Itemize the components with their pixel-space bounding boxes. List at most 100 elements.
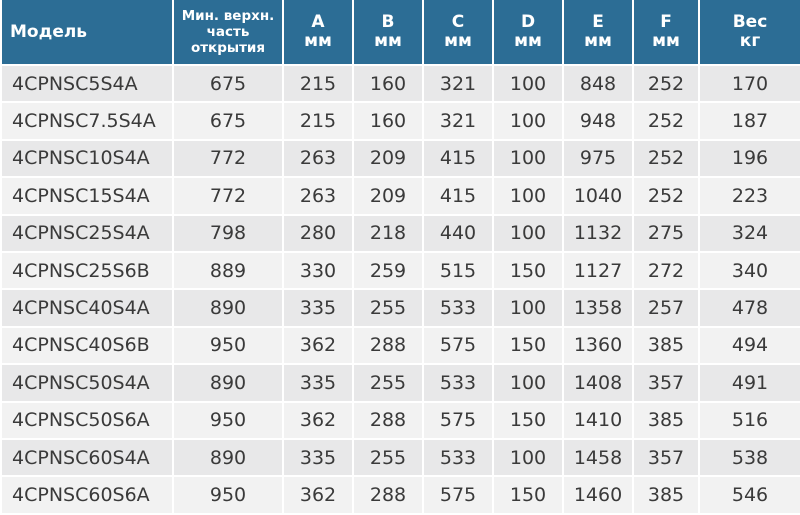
value-cell: 575 — [422, 325, 494, 366]
header-text: Модель — [10, 21, 88, 42]
value-cell: 515 — [422, 250, 494, 291]
value-cell: 415 — [422, 138, 494, 179]
value-cell: 275 — [632, 213, 700, 253]
value-cell: 440 — [422, 213, 494, 253]
value-cell: 890 — [172, 363, 284, 403]
value-cell: 288 — [352, 325, 424, 366]
value-cell: 288 — [352, 400, 424, 440]
value-cell: 160 — [352, 63, 424, 104]
value-cell: 1458 — [562, 437, 634, 478]
header-text: Мин. верхн. — [181, 8, 275, 24]
value-cell: 385 — [632, 475, 700, 515]
value-cell: 1460 — [562, 475, 634, 515]
value-cell: 288 — [352, 475, 424, 515]
value-cell: 362 — [282, 475, 354, 515]
value-cell: 340 — [698, 250, 800, 291]
header-cell: Вес кг — [698, 0, 800, 66]
value-cell: 1410 — [562, 400, 634, 440]
value-cell: 575 — [422, 400, 494, 440]
model-cell: 4CPNSC10S4A — [0, 138, 174, 179]
header-text: мм — [374, 31, 402, 51]
table-row: 4CPNSC50S6A 950 362 288 575 150 1410 385 516 — [0, 400, 800, 440]
value-cell: 100 — [492, 363, 564, 403]
model-cell: 4CPNSC5S4A — [0, 63, 174, 104]
table-row: 4CPNSC60S6A 950 362 288 575 150 1460 385 546 — [0, 475, 800, 515]
value-cell: 255 — [352, 288, 424, 328]
header-text: F — [660, 12, 672, 32]
value-cell: 889 — [172, 250, 284, 291]
header-text: открытия — [190, 40, 266, 56]
value-cell: 150 — [492, 475, 564, 515]
value-cell: 362 — [282, 325, 354, 366]
value-cell: 533 — [422, 437, 494, 478]
value-cell: 280 — [282, 213, 354, 253]
model-cell: 4CPNSC60S4A — [0, 437, 174, 478]
model-cell: 4CPNSC15S4A — [0, 176, 174, 216]
value-cell: 170 — [698, 63, 800, 104]
value-cell: 546 — [698, 475, 800, 515]
value-cell: 100 — [492, 288, 564, 328]
value-cell: 1358 — [562, 288, 634, 328]
value-cell: 255 — [352, 363, 424, 403]
table-row: 4CPNSC60S4A 890 335 255 533 100 1458 357 538 — [0, 437, 800, 478]
value-cell: 950 — [172, 475, 284, 515]
value-cell: 330 — [282, 250, 354, 291]
table-row: 4CPNSC25S6B 889 330 259 515 150 1127 272 340 — [0, 250, 800, 291]
value-cell: 215 — [282, 101, 354, 141]
value-cell: 100 — [492, 176, 564, 216]
value-cell: 259 — [352, 250, 424, 291]
table-row: 4CPNSC25S4A 798 280 218 440 100 1132 275 324 — [0, 213, 800, 253]
value-cell: 516 — [698, 400, 800, 440]
value-cell: 257 — [632, 288, 700, 328]
value-cell: 357 — [632, 437, 700, 478]
table-row: 4CPNSC7.5S4A 675 215 160 321 100 948 252 187 — [0, 101, 800, 141]
value-cell: 215 — [282, 63, 354, 104]
value-cell: 223 — [698, 176, 800, 216]
value-cell: 772 — [172, 176, 284, 216]
value-cell: 335 — [282, 363, 354, 403]
value-cell: 321 — [422, 63, 494, 104]
value-cell: 209 — [352, 176, 424, 216]
header-text: B — [381, 12, 395, 32]
model-cell: 4CPNSC25S4A — [0, 213, 174, 253]
value-cell: 1127 — [562, 250, 634, 291]
value-cell: 538 — [698, 437, 800, 478]
value-cell: 533 — [422, 363, 494, 403]
header-text: E — [592, 12, 604, 32]
value-cell: 324 — [698, 213, 800, 253]
value-cell: 1040 — [562, 176, 634, 216]
header-text: Вес — [732, 12, 768, 32]
value-cell: 263 — [282, 176, 354, 216]
value-cell: 575 — [422, 475, 494, 515]
model-cell: 4CPNSC50S6A — [0, 400, 174, 440]
table-body: 4CPNSC5S4A 675 215 160 321 100 848 252 170 4CPNSC… — [0, 63, 800, 515]
value-cell: 100 — [492, 101, 564, 141]
value-cell: 160 — [352, 101, 424, 141]
header-text: мм — [584, 31, 612, 51]
value-cell: 890 — [172, 288, 284, 328]
header-text: кг — [739, 31, 761, 51]
value-cell: 196 — [698, 138, 800, 179]
value-cell: 798 — [172, 213, 284, 253]
model-cell: 4CPNSC60S6A — [0, 475, 174, 515]
value-cell: 415 — [422, 176, 494, 216]
table-row: 4CPNSC5S4A 675 215 160 321 100 848 252 170 — [0, 63, 800, 104]
header-text: мм — [444, 31, 472, 51]
value-cell: 209 — [352, 138, 424, 179]
header-cell: Модель — [0, 0, 174, 66]
value-cell: 950 — [172, 400, 284, 440]
value-cell: 252 — [632, 63, 700, 104]
header-text: A — [311, 12, 325, 32]
table-row: 4CPNSC50S4A 890 335 255 533 100 1408 357 491 — [0, 363, 800, 403]
value-cell: 948 — [562, 101, 634, 141]
value-cell: 772 — [172, 138, 284, 179]
value-cell: 478 — [698, 288, 800, 328]
model-cell: 4CPNSC7.5S4A — [0, 101, 174, 141]
value-cell: 321 — [422, 101, 494, 141]
value-cell: 385 — [632, 325, 700, 366]
